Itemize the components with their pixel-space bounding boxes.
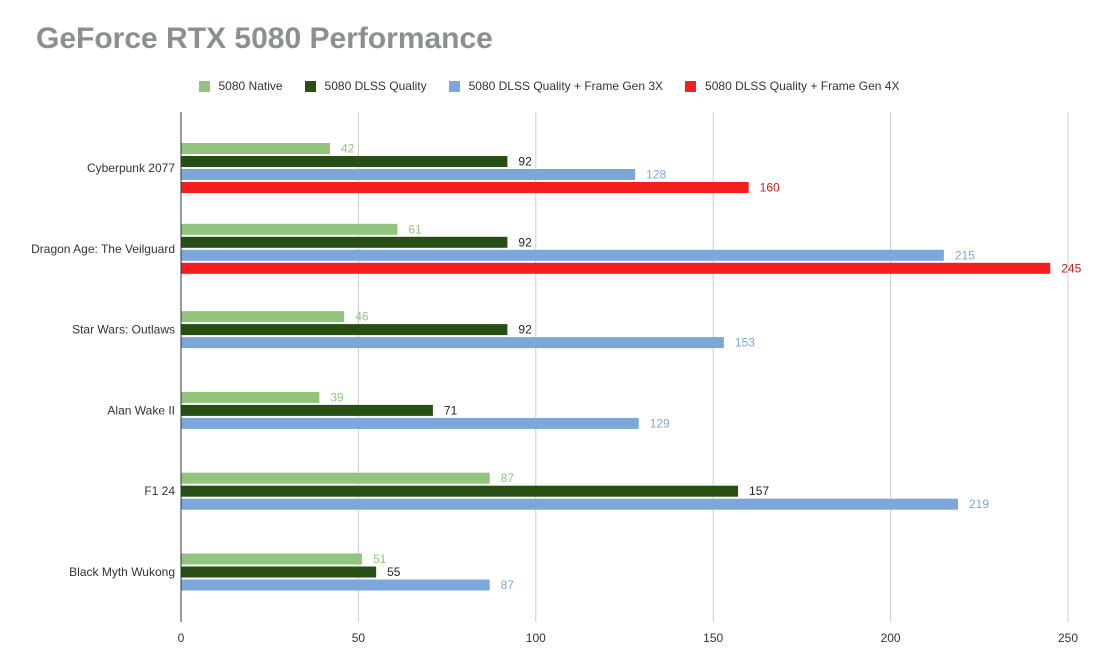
bar-cyberpunk-2077-5080-dlss-quality-frame-gen-4x	[181, 182, 749, 193]
bar-dragon-age-the-veilguard-5080-native	[181, 223, 398, 235]
legend: 5080 Native 5080 DLSS Quality 5080 DLSS Qu…	[0, 76, 1098, 96]
category-label: Dragon Age: The Veilguard	[31, 242, 175, 256]
data-label: 215	[955, 248, 975, 262]
x-tick-label: 150	[703, 631, 723, 645]
bar-black-myth-wukong-5080-dlss-quality	[181, 566, 377, 578]
bar-cyberpunk-2077-5080-dlss-quality	[181, 156, 508, 167]
legend-item-5080-native: 5080 Native	[198, 76, 283, 96]
bar-alan-wake-ii-5080-dlss-quality-frame-gen-3x	[181, 417, 639, 429]
data-label: 46	[355, 310, 369, 324]
legend-item-5080-dlss-quality-frame-gen-3x: 5080 DLSS Quality + Frame Gen 3X	[448, 76, 664, 96]
bar-black-myth-wukong-5080-dlss-quality-frame-gen-3x	[181, 579, 490, 591]
bar-dragon-age-the-veilguard-5080-dlss-quality-frame-gen-4x	[181, 262, 1051, 274]
legend-label: 5080 DLSS Quality + Frame Gen 4X	[705, 79, 900, 93]
bar-cyberpunk-2077-5080-dlss-quality-frame-gen-3x	[181, 169, 636, 180]
data-label: 71	[444, 403, 458, 417]
legend-label: 5080 DLSS Quality + Frame Gen 3X	[468, 79, 664, 93]
data-label: 39	[330, 390, 344, 404]
legend-swatch	[685, 80, 697, 92]
bar-f1-24-5080-dlss-quality	[181, 485, 739, 497]
x-tick-label: 0	[178, 631, 185, 645]
data-label: 245	[1061, 261, 1081, 275]
data-label: 160	[760, 181, 780, 195]
bar-f1-24-5080-native	[181, 472, 490, 484]
category-label: Black Myth Wukong	[69, 565, 175, 579]
x-tick-label: 100	[526, 631, 546, 645]
category-label: Star Wars: Outlaws	[72, 323, 175, 337]
legend-swatch	[448, 80, 460, 92]
data-label: 153	[735, 336, 755, 350]
data-label: 92	[518, 323, 532, 337]
data-label: 128	[646, 168, 666, 182]
chart-title: GeForce RTX 5080 Performance	[36, 22, 493, 55]
bar-alan-wake-ii-5080-native	[181, 391, 320, 403]
legend-swatch	[198, 80, 210, 92]
legend-swatch	[304, 80, 316, 92]
bar-star-wars-outlaws-5080-native	[181, 311, 345, 323]
data-label: 92	[518, 235, 532, 249]
bar-black-myth-wukong-5080-native	[181, 553, 362, 565]
legend-item-5080-dlss-quality: 5080 DLSS Quality	[304, 76, 427, 96]
data-label: 87	[501, 471, 515, 485]
x-tick-label: 50	[352, 631, 366, 645]
data-label: 157	[749, 484, 769, 498]
x-tick-label: 200	[881, 631, 901, 645]
x-tick-label: 250	[1058, 631, 1078, 645]
legend-label: 5080 Native	[218, 79, 283, 93]
category-label: Alan Wake II	[107, 403, 175, 417]
data-label: 92	[518, 155, 532, 169]
bar-f1-24-5080-dlss-quality-frame-gen-3x	[181, 498, 959, 510]
bar-dragon-age-the-veilguard-5080-dlss-quality-frame-gen-3x	[181, 249, 944, 261]
legend-item-5080-dlss-quality-frame-gen-4x: 5080 DLSS Quality + Frame Gen 4X	[685, 76, 899, 96]
data-label: 219	[969, 497, 989, 511]
category-label: F1 24	[144, 484, 175, 498]
data-label: 61	[408, 222, 422, 236]
legend-label: 5080 DLSS Quality	[324, 79, 427, 93]
bar-star-wars-outlaws-5080-dlss-quality-frame-gen-3x	[181, 337, 724, 349]
data-label: 87	[501, 578, 515, 592]
bar-star-wars-outlaws-5080-dlss-quality	[181, 324, 508, 336]
data-label: 55	[387, 565, 401, 579]
bar-cyberpunk-2077-5080-native	[181, 143, 331, 154]
data-label: 129	[650, 416, 670, 430]
bar-dragon-age-the-veilguard-5080-dlss-quality	[181, 236, 508, 248]
bar-alan-wake-ii-5080-dlss-quality	[181, 404, 433, 416]
data-label: 51	[373, 552, 387, 566]
data-label: 42	[341, 142, 355, 156]
category-label: Cyberpunk 2077	[87, 161, 175, 175]
